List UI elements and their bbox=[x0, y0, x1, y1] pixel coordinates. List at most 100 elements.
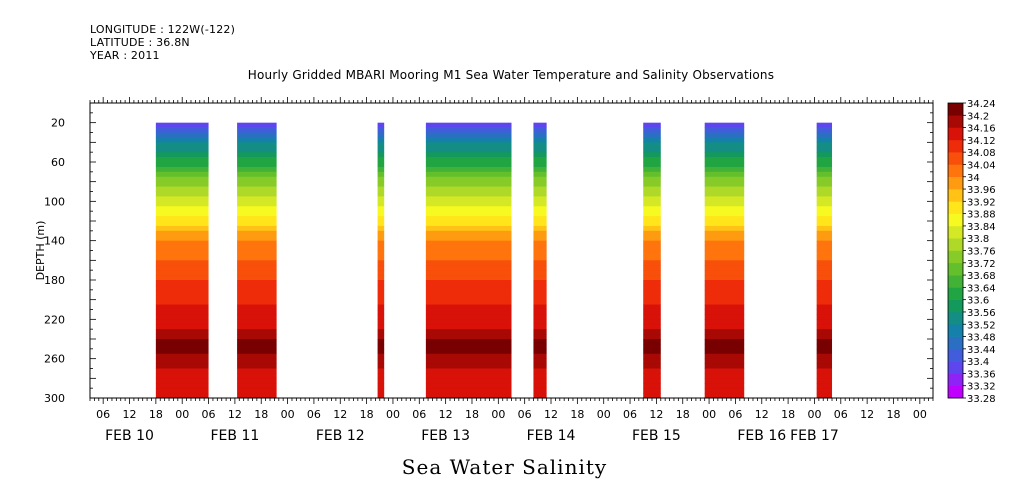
data-cell bbox=[643, 270, 661, 276]
data-cell bbox=[237, 147, 277, 153]
colorbar-swatch bbox=[948, 115, 963, 128]
data-cell bbox=[704, 162, 745, 168]
data-cell bbox=[643, 221, 661, 227]
data-cell bbox=[237, 265, 277, 271]
data-cell bbox=[377, 157, 385, 163]
data-cell bbox=[643, 196, 661, 202]
data-cell bbox=[377, 329, 385, 335]
data-cell bbox=[704, 299, 745, 305]
data-cell bbox=[533, 157, 547, 163]
data-cell bbox=[155, 383, 209, 389]
data-cell bbox=[816, 162, 833, 168]
data-cell bbox=[643, 191, 661, 197]
data-cell bbox=[155, 162, 209, 168]
data-cell bbox=[816, 275, 833, 281]
colorbar-label: 33.84 bbox=[967, 222, 996, 233]
x-tick-label: 06 bbox=[834, 408, 848, 421]
data-cell bbox=[643, 304, 661, 310]
data-cell bbox=[425, 260, 512, 266]
data-cell bbox=[643, 294, 661, 301]
data-cell bbox=[425, 358, 512, 364]
data-cell bbox=[425, 304, 512, 310]
data-cell bbox=[704, 280, 745, 286]
colorbar-label: 33.44 bbox=[967, 345, 996, 356]
data-cell bbox=[816, 299, 833, 305]
data-cell bbox=[704, 304, 745, 310]
data-cell bbox=[533, 363, 547, 369]
data-cell bbox=[533, 221, 547, 227]
data-cell bbox=[155, 329, 209, 335]
data-cell bbox=[816, 324, 833, 330]
data-cell bbox=[533, 152, 547, 158]
data-cell bbox=[377, 309, 385, 315]
colorbar-swatch bbox=[948, 299, 963, 313]
x-tick-label: 12 bbox=[228, 408, 242, 421]
data-cell bbox=[155, 142, 209, 148]
data-cell bbox=[816, 383, 833, 389]
data-cell bbox=[643, 255, 661, 261]
data-cell bbox=[643, 162, 661, 168]
data-cell bbox=[237, 171, 277, 178]
data-cell bbox=[643, 284, 661, 291]
data-cell bbox=[643, 353, 661, 360]
data-cell bbox=[377, 132, 385, 138]
data-cell bbox=[704, 206, 745, 212]
x-tick-label: 06 bbox=[728, 408, 742, 421]
data-cell bbox=[533, 260, 547, 266]
data-cell bbox=[533, 230, 547, 237]
data-cell bbox=[155, 221, 209, 227]
data-cell bbox=[155, 196, 209, 202]
colorbar-swatch bbox=[948, 336, 963, 350]
data-cell bbox=[377, 348, 385, 355]
data-cell bbox=[816, 196, 833, 202]
data-cell bbox=[533, 265, 547, 271]
x-day-label: FEB 15 bbox=[632, 428, 681, 444]
data-cell bbox=[155, 334, 209, 340]
data-cell bbox=[704, 211, 745, 217]
data-cell bbox=[425, 221, 512, 227]
colorbar-swatch bbox=[948, 213, 963, 227]
data-cell bbox=[704, 186, 745, 192]
data-cell bbox=[704, 353, 745, 360]
data-cell bbox=[704, 275, 745, 281]
data-cell bbox=[643, 329, 661, 335]
x-tick-label: 00 bbox=[913, 408, 927, 421]
data-cell bbox=[237, 334, 277, 340]
x-day-label: FEB 14 bbox=[527, 428, 576, 444]
data-cell bbox=[155, 270, 209, 276]
data-cell bbox=[816, 147, 833, 153]
colorbar-swatch bbox=[948, 275, 963, 288]
data-cell bbox=[704, 343, 745, 350]
data-cell bbox=[425, 235, 512, 242]
data-cell bbox=[377, 147, 385, 153]
data-cell bbox=[643, 171, 661, 178]
data-cell bbox=[533, 304, 547, 310]
data-cell bbox=[704, 137, 745, 143]
data-cell bbox=[377, 176, 385, 183]
data-cell bbox=[155, 137, 209, 143]
data-cell bbox=[816, 294, 833, 301]
data-cell bbox=[533, 127, 547, 133]
data-cell bbox=[643, 225, 661, 232]
colorbar-swatch bbox=[948, 201, 963, 214]
data-cell bbox=[643, 186, 661, 192]
data-cell bbox=[155, 348, 209, 355]
data-cell bbox=[425, 196, 512, 202]
data-cell bbox=[533, 368, 547, 374]
data-cell bbox=[377, 373, 385, 379]
data-cell bbox=[237, 289, 277, 296]
data-cell bbox=[533, 176, 547, 183]
data-cell bbox=[816, 245, 833, 251]
data-cell bbox=[155, 181, 209, 187]
data-cell bbox=[816, 314, 833, 320]
data-cell bbox=[816, 339, 833, 345]
data-cell bbox=[704, 383, 745, 389]
data-cell bbox=[533, 186, 547, 192]
data-cell bbox=[816, 176, 833, 183]
data-cell bbox=[533, 294, 547, 301]
x-tick-label: 00 bbox=[597, 408, 611, 421]
data-cell bbox=[704, 230, 745, 237]
data-cell bbox=[816, 206, 833, 212]
data-cell bbox=[816, 250, 833, 256]
